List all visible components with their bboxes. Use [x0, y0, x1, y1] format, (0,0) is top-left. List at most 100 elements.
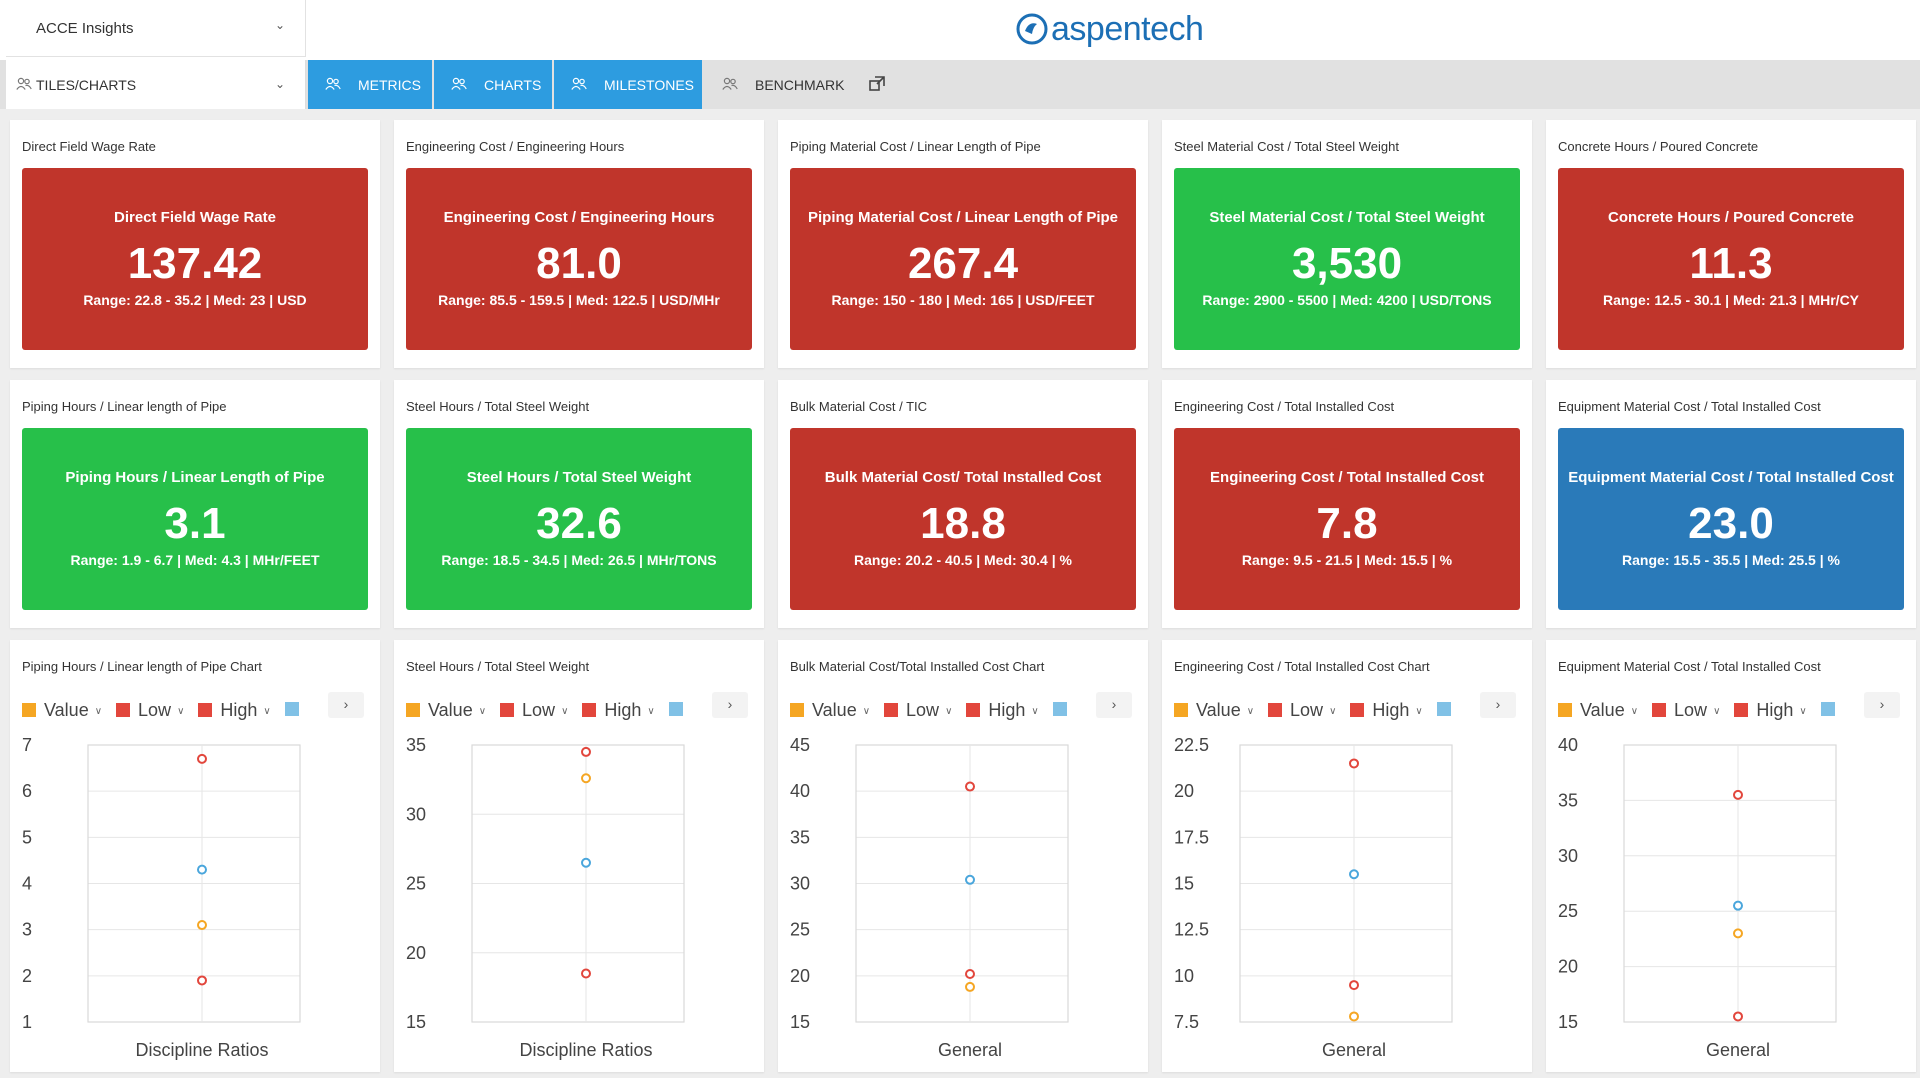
legend-item-high[interactable]: High ∨ [1734, 700, 1806, 721]
legend-swatch [1437, 702, 1451, 716]
data-point-high[interactable] [1734, 791, 1742, 799]
metric-card[interactable]: Steel Material Cost / Total Steel Weight… [1162, 120, 1532, 368]
y-tick-label: 25 [406, 874, 426, 894]
legend-item-high[interactable]: High ∨ [1350, 700, 1422, 721]
chevron-down-icon: ∨ [1247, 706, 1254, 717]
tab-benchmark[interactable]: BENCHMARK [705, 60, 865, 109]
legend-item-high[interactable]: High ∨ [582, 700, 654, 721]
metric-card[interactable]: Engineering Cost / Total Installed Cost E… [1162, 380, 1532, 628]
data-point-low[interactable] [198, 976, 206, 984]
metric-tile[interactable]: Piping Hours / Linear Length of Pipe 3.1 R… [22, 428, 368, 610]
legend-item-low[interactable]: Low ∨ [116, 700, 184, 721]
legend-swatch [1174, 703, 1188, 717]
data-point-series-3[interactable] [1350, 870, 1358, 878]
data-point-high[interactable] [966, 783, 974, 791]
metric-range: Range: 18.5 - 34.5 | Med: 26.5 | MHr/TON… [406, 552, 752, 568]
metric-card[interactable]: Direct Field Wage Rate Direct Field Wage … [10, 120, 380, 368]
metric-value: 7.8 [1174, 500, 1520, 548]
data-point-value[interactable] [1350, 1012, 1358, 1020]
metric-value: 137.42 [22, 240, 368, 288]
legend-item-high[interactable]: High ∨ [198, 700, 270, 721]
metric-card[interactable]: Engineering Cost / Engineering Hours Engi… [394, 120, 764, 368]
tab-metrics[interactable]: METRICS [308, 60, 432, 109]
data-point-value[interactable] [198, 921, 206, 929]
metric-range: Range: 20.2 - 40.5 | Med: 30.4 | % [790, 552, 1136, 568]
legend-item-low[interactable]: Low ∨ [884, 700, 952, 721]
legend-label: Low [906, 700, 939, 720]
card-title: Bulk Material Cost / TIC [790, 399, 927, 414]
metric-tile[interactable]: Steel Material Cost / Total Steel Weight… [1174, 168, 1520, 350]
legend-swatch [22, 703, 36, 717]
tab-milestones[interactable]: MILESTONES [554, 60, 702, 109]
metric-tile[interactable]: Bulk Material Cost/ Total Installed Cost… [790, 428, 1136, 610]
tab-charts[interactable]: CHARTS [434, 60, 552, 109]
metric-card[interactable]: Concrete Hours / Poured Concrete Concrete… [1546, 120, 1916, 368]
metric-label: Equipment Material Cost / Total Installe… [1558, 469, 1904, 486]
legend-next-button[interactable]: › [1096, 692, 1132, 718]
chart-title: Steel Hours / Total Steel Weight [406, 659, 589, 674]
data-point-value[interactable] [582, 774, 590, 782]
legend-item-low[interactable]: Low ∨ [1652, 700, 1720, 721]
metric-card[interactable]: Piping Hours / Linear length of Pipe Pipi… [10, 380, 380, 628]
chart-legend: Value ∨ Low ∨ High ∨ [22, 699, 299, 719]
y-tick-label: 30 [406, 804, 426, 824]
chevron-down-icon: ∨ [561, 706, 568, 717]
legend-next-button[interactable]: › [712, 692, 748, 718]
metric-range: Range: 2900 - 5500 | Med: 4200 | USD/TON… [1174, 292, 1520, 308]
metric-tile[interactable]: Piping Material Cost / Linear Length of … [790, 168, 1136, 350]
y-tick-label: 20 [1174, 781, 1194, 801]
data-point-series-3[interactable] [582, 859, 590, 867]
y-tick-label: 30 [1558, 846, 1578, 866]
data-point-series-3[interactable] [198, 866, 206, 874]
metric-tile[interactable]: Engineering Cost / Total Installed Cost 7… [1174, 428, 1520, 610]
legend-item-low[interactable]: Low ∨ [1268, 700, 1336, 721]
data-point-high[interactable] [198, 755, 206, 763]
legend-next-button[interactable]: › [1864, 692, 1900, 718]
card-title: Direct Field Wage Rate [22, 139, 156, 154]
data-point-low[interactable] [1350, 981, 1358, 989]
legend-item-value[interactable]: Value ∨ [1558, 700, 1638, 721]
metric-card[interactable]: Piping Material Cost / Linear Length of … [778, 120, 1148, 368]
metric-card[interactable]: Equipment Material Cost / Total Installe… [1546, 380, 1916, 628]
metric-label: Piping Material Cost / Linear Length of … [790, 209, 1136, 226]
chevron-down-icon: ∨ [1329, 706, 1336, 717]
metric-tile[interactable]: Direct Field Wage Rate 137.42 Range: 22.8 … [22, 168, 368, 350]
chevron-down-icon: ∨ [263, 706, 270, 717]
metric-tile[interactable]: Equipment Material Cost / Total Installe… [1558, 428, 1904, 610]
y-tick-label: 6 [22, 781, 32, 801]
legend-next-button[interactable]: › [1480, 692, 1516, 718]
data-point-high[interactable] [1350, 759, 1358, 767]
metric-tile[interactable]: Steel Hours / Total Steel Weight 32.6 Rang… [406, 428, 752, 610]
card-title: Piping Hours / Linear length of Pipe [22, 399, 227, 414]
data-point-low[interactable] [582, 970, 590, 978]
metric-tile[interactable]: Engineering Cost / Engineering Hours 81.0… [406, 168, 752, 350]
metric-value: 23.0 [1558, 500, 1904, 548]
data-point-low[interactable] [966, 970, 974, 978]
view-selector-dropdown[interactable]: TILES/CHARTS ⌄ [6, 60, 306, 109]
metric-card[interactable]: Steel Hours / Total Steel Weight Steel Ho… [394, 380, 764, 628]
open-external-icon[interactable] [868, 75, 886, 93]
legend-next-button[interactable]: › [328, 692, 364, 718]
legend-item-value[interactable]: Value ∨ [790, 700, 870, 721]
data-point-value[interactable] [1734, 929, 1742, 937]
legend-swatch [1734, 703, 1748, 717]
data-point-value[interactable] [966, 983, 974, 991]
legend-item-value[interactable]: Value ∨ [22, 700, 102, 721]
legend-item-value[interactable]: Value ∨ [406, 700, 486, 721]
scatter-plot: 7.51012.51517.52022.5General [1162, 730, 1532, 1065]
legend-item-value[interactable]: Value ∨ [1174, 700, 1254, 721]
legend-item-low[interactable]: Low ∨ [500, 700, 568, 721]
metric-card[interactable]: Bulk Material Cost / TIC Bulk Material Co… [778, 380, 1148, 628]
legend-label: High [1372, 700, 1409, 720]
metric-tile[interactable]: Concrete Hours / Poured Concrete 11.3 Rang… [1558, 168, 1904, 350]
data-point-series-3[interactable] [966, 876, 974, 884]
legend-item-high[interactable]: High ∨ [966, 700, 1038, 721]
app-selector-dropdown[interactable]: ACCE Insights ⌄ [6, 0, 306, 57]
y-tick-label: 10 [1174, 966, 1194, 986]
chart-legend: Value ∨ Low ∨ High ∨ [1174, 699, 1451, 719]
data-point-low[interactable] [1734, 1012, 1742, 1020]
tab-label: BENCHMARK [755, 77, 844, 93]
x-axis-label: General [938, 1040, 1002, 1060]
data-point-high[interactable] [582, 748, 590, 756]
data-point-series-3[interactable] [1734, 902, 1742, 910]
